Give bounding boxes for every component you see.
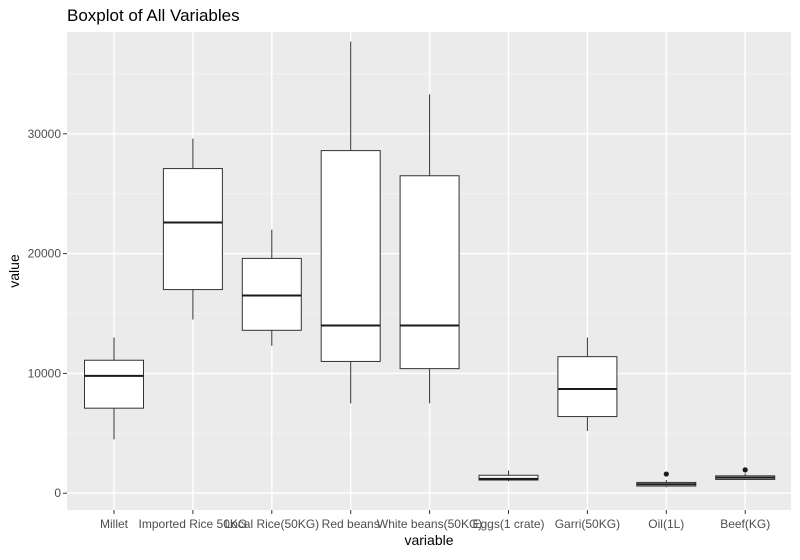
x-tick-label: Garri(50KG) xyxy=(555,517,620,531)
box-iqr xyxy=(557,356,618,418)
box-iqr xyxy=(320,150,381,362)
y-tick-label: 30000 xyxy=(28,127,62,141)
box-iqr xyxy=(399,175,460,370)
box-iqr xyxy=(162,168,223,291)
box-group xyxy=(84,337,144,440)
axes-layer: 0 10000 20000 30000 Millet Imported Rice 50KG… xyxy=(28,127,771,531)
box-group xyxy=(636,471,697,488)
box-group xyxy=(478,470,539,482)
box-iqr xyxy=(478,474,539,481)
x-tick-label: Red beans xyxy=(322,517,380,531)
box-iqr xyxy=(84,359,144,409)
x-tick-label: Local Rice(50KG) xyxy=(224,517,319,531)
x-axis-label: variable xyxy=(404,532,453,548)
box-group xyxy=(162,138,223,320)
box-group xyxy=(399,94,460,404)
y-tick-label: 20000 xyxy=(28,247,62,261)
y-tick-label: 0 xyxy=(54,486,61,500)
chart-title: Boxplot of All Variables xyxy=(67,6,240,25)
outlier-point xyxy=(742,467,748,473)
boxes-layer xyxy=(84,41,776,488)
outlier-point xyxy=(663,471,669,477)
x-tick-label: White beans(50KG) xyxy=(377,517,482,531)
x-tick-label: Eggs(1 crate) xyxy=(472,517,544,531)
x-tick-label: Oil(1L) xyxy=(648,517,684,531)
x-tick-label: Millet xyxy=(100,517,129,531)
box-group xyxy=(320,41,381,404)
y-tick-label: 10000 xyxy=(28,366,62,380)
box-group xyxy=(715,467,776,481)
box-group xyxy=(557,337,618,431)
box-group xyxy=(241,229,302,346)
y-axis-label: value xyxy=(6,254,22,288)
x-tick-label: Beef(KG) xyxy=(720,517,770,531)
x-tick-label: Imported Rice 50KG xyxy=(139,517,248,531)
box-iqr xyxy=(241,257,302,331)
